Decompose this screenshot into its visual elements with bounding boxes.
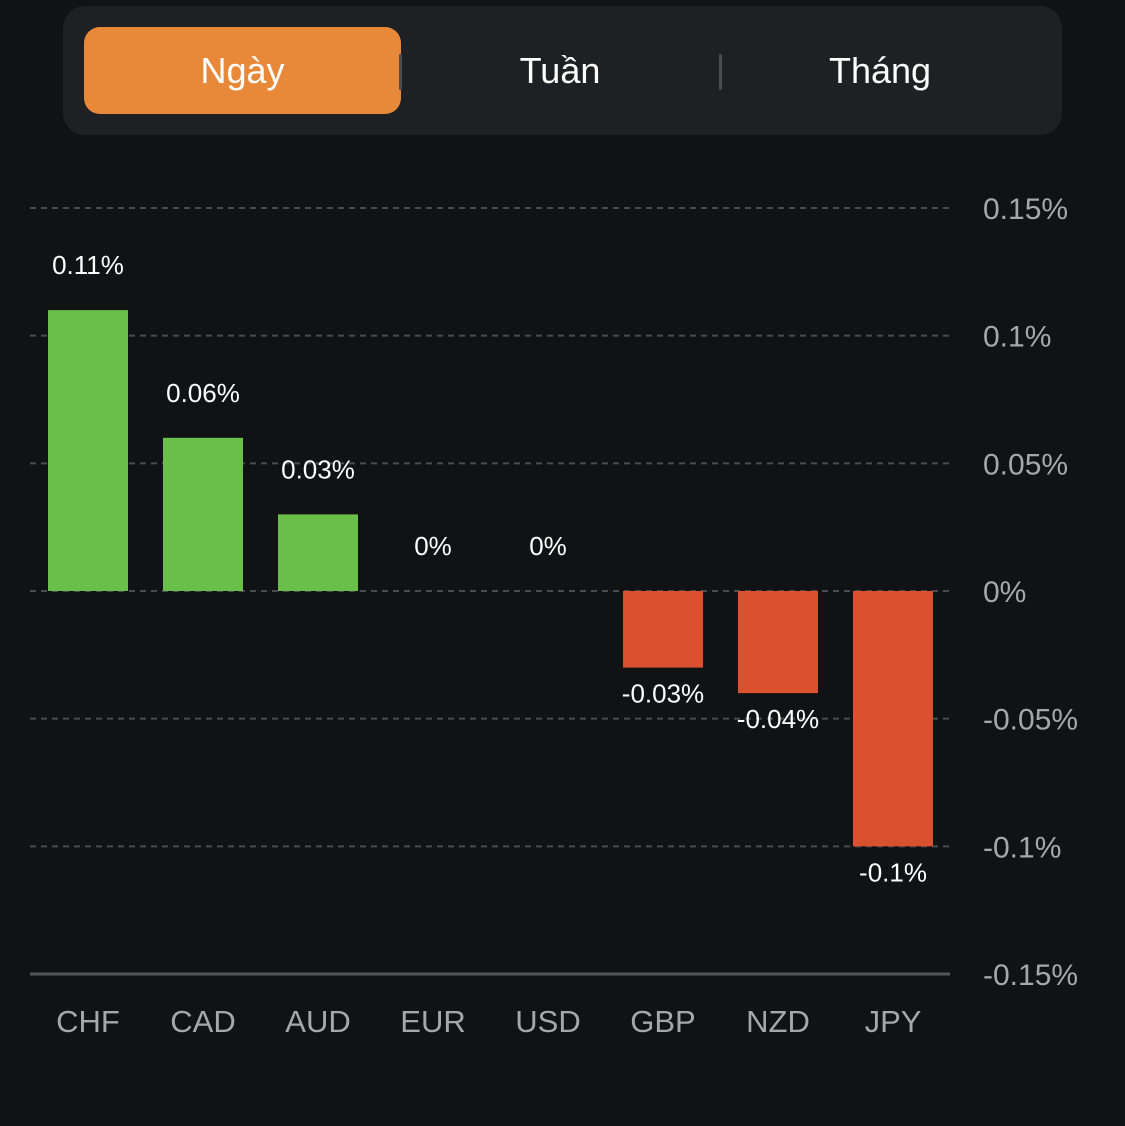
data-label: 0%	[529, 531, 567, 561]
y-tick-label: -0.05%	[983, 704, 1078, 737]
x-tick-label: AUD	[285, 1004, 350, 1039]
tab-divider	[399, 54, 402, 90]
bar-gbp	[623, 591, 703, 668]
bar-jpy	[853, 591, 933, 847]
y-tick-label: 0.1%	[983, 321, 1051, 354]
data-label: -0.04%	[737, 704, 819, 734]
y-tick-label: 0%	[983, 576, 1026, 609]
x-tick-label: CHF	[56, 1004, 120, 1039]
bar-cad	[163, 437, 243, 591]
y-tick-label: 0.15%	[983, 193, 1068, 226]
x-tick-label: CAD	[170, 1004, 235, 1039]
data-label: 0.03%	[281, 454, 355, 484]
bar-nzd	[738, 591, 818, 694]
tab-day[interactable]: Ngày	[84, 27, 401, 114]
x-tick-label: EUR	[400, 1004, 465, 1039]
x-tick-label: GBP	[630, 1004, 695, 1039]
y-tick-label: -0.1%	[983, 831, 1061, 864]
data-label: 0.06%	[166, 378, 240, 408]
x-tick-label: USD	[515, 1004, 580, 1039]
tab-week[interactable]: Tuần	[519, 49, 601, 91]
period-tab-bar: Ngày Tuần Tháng	[63, 6, 1062, 135]
y-tick-label: 0.05%	[983, 448, 1068, 481]
data-label: -0.1%	[859, 857, 927, 887]
tab-month[interactable]: Tháng	[828, 49, 932, 91]
data-label: 0%	[414, 531, 452, 561]
data-label: 0.11%	[52, 250, 124, 280]
tab-divider	[719, 54, 722, 90]
x-tick-label: JPY	[865, 1004, 922, 1039]
bar-aud	[278, 514, 358, 591]
bar-chf	[48, 310, 128, 591]
y-tick-label: -0.15%	[983, 959, 1078, 992]
data-label: -0.03%	[622, 679, 704, 709]
x-tick-label: NZD	[746, 1004, 810, 1039]
